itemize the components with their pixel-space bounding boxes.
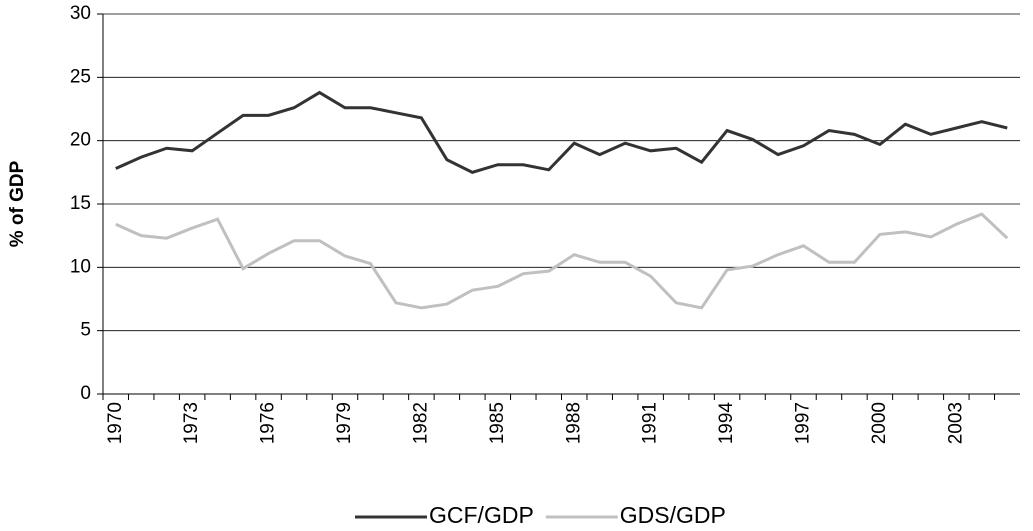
x-tick-label: 1988 bbox=[563, 402, 584, 444]
y-tick-label: 0 bbox=[80, 383, 91, 404]
line-series bbox=[115, 212, 1009, 310]
legend-label: GCF/GDP bbox=[429, 502, 534, 528]
x-tick-label: 1994 bbox=[716, 402, 737, 445]
y-tick-label: 25 bbox=[70, 66, 91, 87]
x-tick-label: 1982 bbox=[410, 402, 431, 444]
y-axis-label: % of GDP bbox=[7, 160, 28, 247]
x-tick-label: 1979 bbox=[334, 402, 355, 444]
x-tick-label: 1976 bbox=[258, 402, 279, 444]
x-tick-label: 1970 bbox=[105, 402, 126, 444]
x-tick-label: 2003 bbox=[945, 402, 966, 444]
y-tick-label: 20 bbox=[70, 130, 91, 151]
y-tick-label: 5 bbox=[80, 320, 91, 341]
x-tick-label: 1973 bbox=[181, 402, 202, 444]
y-tick-label: 15 bbox=[70, 193, 91, 214]
x-tick-label: 1991 bbox=[640, 402, 661, 444]
y-tick-label: 10 bbox=[70, 256, 91, 277]
y-tick-label: 30 bbox=[70, 3, 91, 24]
x-tick-label: 1997 bbox=[793, 402, 814, 444]
line-series bbox=[115, 90, 1008, 174]
legend-label: GDS/GDP bbox=[620, 502, 726, 528]
x-tick-label: 1985 bbox=[487, 402, 508, 444]
x-tick-label: 2000 bbox=[869, 402, 890, 444]
